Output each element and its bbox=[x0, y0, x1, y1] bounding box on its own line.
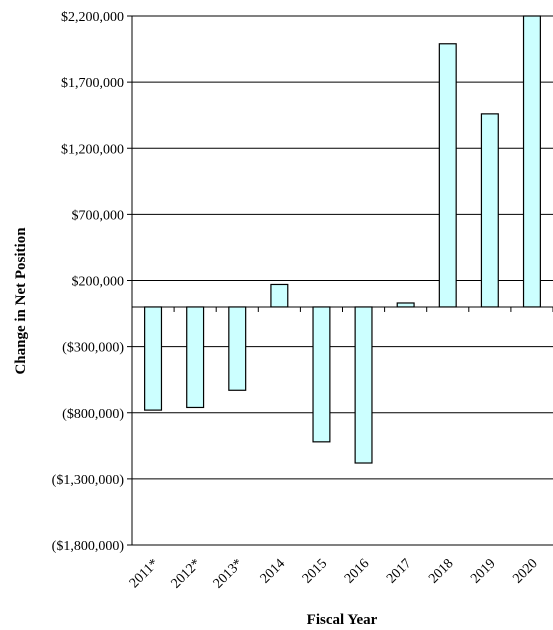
x-tick-labels: 2011* 2012* 2013* 2014 2015 2016 2017 2018 2019 2… bbox=[127, 556, 541, 591]
y-tick-label: ($1,800,000) bbox=[52, 539, 125, 554]
x-tick-label: 2020 bbox=[510, 556, 540, 586]
x-tick-label: 2017 bbox=[384, 556, 414, 586]
bar-2020 bbox=[522, 15, 541, 308]
y-axis-title: Change in Net Position bbox=[13, 227, 29, 375]
y-tick-label: ($300,000) bbox=[62, 341, 124, 356]
y-tick-label: $700,000 bbox=[72, 208, 125, 223]
bar-2013 bbox=[228, 306, 247, 391]
bar-2015 bbox=[312, 306, 331, 443]
y-tick-label: $200,000 bbox=[72, 275, 125, 290]
bar-2012 bbox=[186, 306, 205, 409]
x-tick-label: 2013* bbox=[211, 556, 246, 591]
x-tick-label: 2018 bbox=[426, 556, 456, 586]
axes bbox=[131, 16, 553, 545]
y-tick-label: ($1,300,000) bbox=[52, 473, 125, 488]
x-axis-title: Fiscal Year bbox=[307, 612, 378, 628]
x-tick-label: 2015 bbox=[300, 556, 330, 586]
bar-2016 bbox=[354, 306, 373, 464]
bar-2017 bbox=[396, 302, 415, 308]
y-tick-labels: $2,200,000 $1,700,000 $1,200,000 $700,000 $2… bbox=[52, 10, 125, 554]
x-tick-label: 2014 bbox=[258, 556, 288, 586]
y-tick-label: $1,700,000 bbox=[61, 76, 124, 91]
bars bbox=[144, 15, 541, 464]
bar-2019 bbox=[480, 113, 499, 308]
bar-2018 bbox=[438, 43, 457, 308]
bar-2011 bbox=[144, 306, 163, 411]
x-tick-label: 2016 bbox=[342, 556, 372, 586]
y-tick-label: $2,200,000 bbox=[61, 10, 124, 25]
x-tick-label: 2012* bbox=[169, 556, 204, 591]
x-tick-label: 2011* bbox=[127, 556, 162, 591]
x-tick-label: 2019 bbox=[468, 556, 498, 586]
bar-2014 bbox=[270, 283, 289, 308]
y-tick-label: ($800,000) bbox=[62, 407, 124, 422]
y-tick-label: $1,200,000 bbox=[61, 142, 124, 157]
